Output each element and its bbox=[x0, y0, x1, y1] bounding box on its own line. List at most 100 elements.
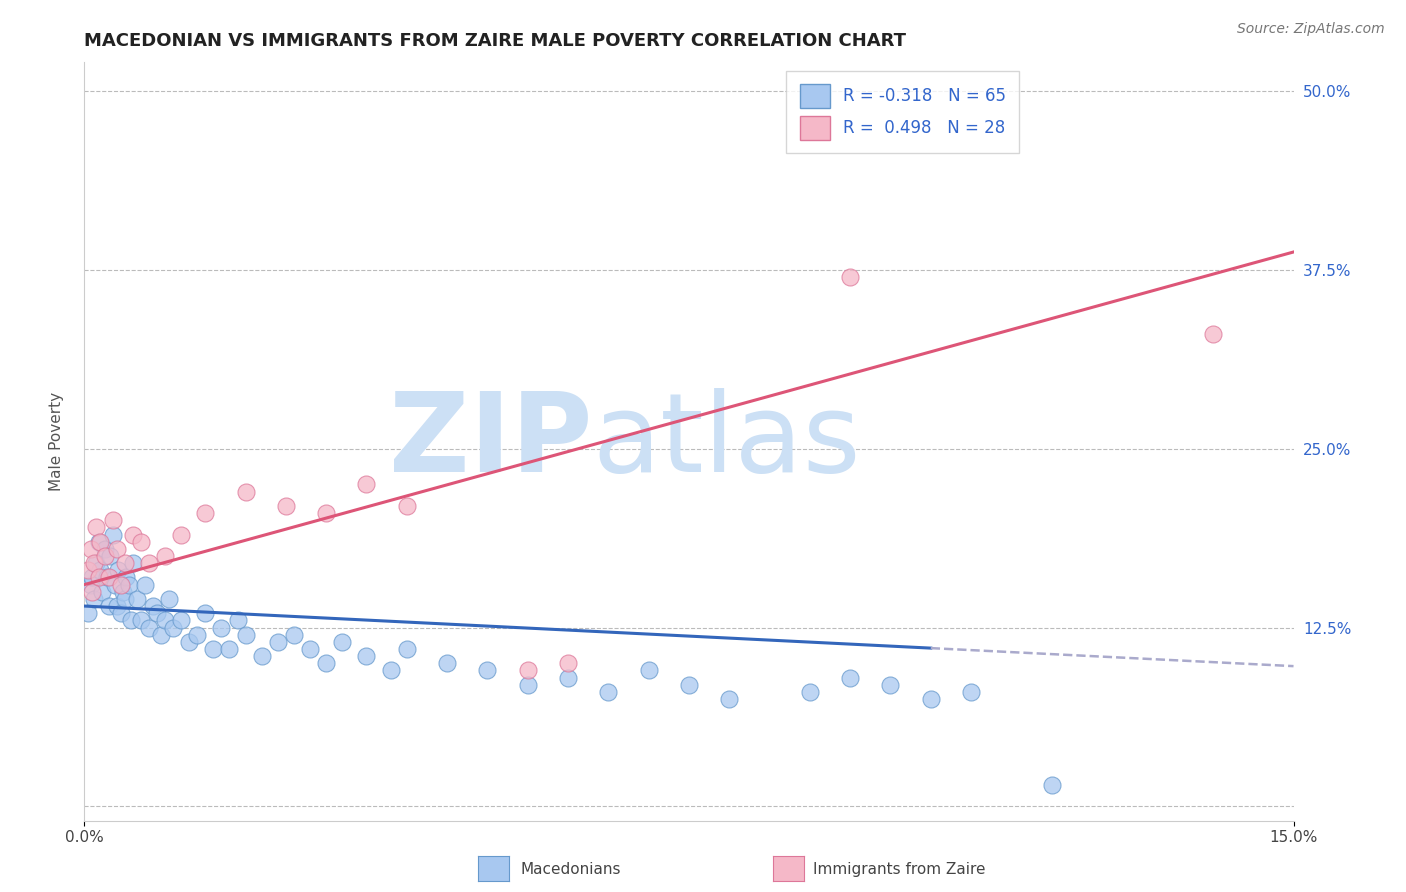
Point bbox=[637, 664, 659, 678]
Point bbox=[105, 541, 128, 556]
Point bbox=[799, 685, 821, 699]
Point bbox=[267, 635, 290, 649]
Point bbox=[93, 541, 115, 556]
Point bbox=[98, 549, 121, 563]
Point bbox=[598, 685, 620, 699]
Text: Source: ZipAtlas.com: Source: ZipAtlas.com bbox=[1237, 22, 1385, 37]
Point bbox=[194, 506, 217, 520]
Point bbox=[118, 577, 141, 591]
Point bbox=[87, 570, 110, 584]
Point bbox=[194, 606, 217, 620]
Point bbox=[87, 534, 110, 549]
Point bbox=[226, 613, 249, 627]
Point bbox=[960, 685, 983, 699]
Point bbox=[134, 577, 156, 591]
Point bbox=[82, 584, 104, 599]
Point bbox=[678, 678, 700, 692]
Point bbox=[235, 484, 257, 499]
Legend: R = -0.318   N = 65, R =  0.498   N = 28: R = -0.318 N = 65, R = 0.498 N = 28 bbox=[786, 70, 1019, 153]
Point bbox=[274, 499, 297, 513]
Point bbox=[105, 599, 128, 613]
Point bbox=[114, 591, 136, 606]
Point bbox=[83, 591, 105, 606]
Point bbox=[718, 692, 741, 706]
Point bbox=[101, 527, 124, 541]
Point bbox=[138, 620, 160, 634]
Point bbox=[83, 556, 105, 570]
Text: Immigrants from Zaire: Immigrants from Zaire bbox=[813, 863, 986, 877]
Point bbox=[170, 613, 193, 627]
Y-axis label: Male Poverty: Male Poverty bbox=[49, 392, 63, 491]
Point bbox=[235, 628, 257, 642]
Point bbox=[283, 628, 305, 642]
Point bbox=[162, 620, 184, 634]
Point bbox=[202, 642, 225, 657]
Point bbox=[395, 642, 418, 657]
Point bbox=[839, 671, 862, 685]
Text: MACEDONIAN VS IMMIGRANTS FROM ZAIRE MALE POVERTY CORRELATION CHART: MACEDONIAN VS IMMIGRANTS FROM ZAIRE MALE… bbox=[84, 32, 907, 50]
Point bbox=[142, 599, 165, 613]
Text: ZIP: ZIP bbox=[389, 388, 592, 495]
Point bbox=[315, 657, 337, 671]
Point bbox=[330, 635, 353, 649]
Point bbox=[120, 613, 142, 627]
Point bbox=[89, 563, 111, 577]
Text: Macedonians: Macedonians bbox=[520, 863, 620, 877]
Point bbox=[149, 628, 172, 642]
Point bbox=[107, 563, 129, 577]
Point bbox=[153, 613, 176, 627]
Point bbox=[516, 664, 538, 678]
Text: atlas: atlas bbox=[592, 388, 860, 495]
Point bbox=[121, 556, 143, 570]
Point bbox=[97, 570, 120, 584]
Point bbox=[1202, 327, 1225, 342]
Point bbox=[121, 527, 143, 541]
Point bbox=[86, 556, 108, 570]
Point bbox=[516, 678, 538, 692]
Point bbox=[395, 499, 418, 513]
Point bbox=[436, 657, 458, 671]
Point bbox=[356, 477, 378, 491]
Point bbox=[77, 563, 100, 577]
Point bbox=[209, 620, 232, 634]
Point bbox=[170, 527, 193, 541]
Point bbox=[96, 570, 118, 584]
Point bbox=[82, 570, 104, 584]
Point bbox=[920, 692, 942, 706]
Point bbox=[477, 664, 499, 678]
Point bbox=[112, 584, 135, 599]
Point bbox=[218, 642, 240, 657]
Point bbox=[557, 671, 579, 685]
Point bbox=[879, 678, 901, 692]
Point bbox=[557, 657, 579, 671]
Point bbox=[250, 649, 273, 664]
Point bbox=[89, 534, 111, 549]
Point bbox=[93, 549, 115, 563]
Point bbox=[138, 556, 160, 570]
Point bbox=[129, 613, 152, 627]
Point bbox=[125, 591, 148, 606]
Point bbox=[153, 549, 176, 563]
Point bbox=[114, 556, 136, 570]
Point bbox=[77, 606, 100, 620]
Point bbox=[157, 591, 180, 606]
Point bbox=[104, 577, 127, 591]
Point bbox=[186, 628, 208, 642]
Point bbox=[86, 520, 108, 534]
Point bbox=[356, 649, 378, 664]
Point bbox=[1040, 778, 1063, 792]
Point bbox=[80, 577, 103, 591]
Point bbox=[129, 534, 152, 549]
Point bbox=[101, 513, 124, 527]
Point bbox=[91, 584, 114, 599]
Point bbox=[315, 506, 337, 520]
Point bbox=[110, 606, 132, 620]
Point bbox=[110, 577, 132, 591]
Point bbox=[146, 606, 169, 620]
Point bbox=[179, 635, 201, 649]
Point bbox=[80, 541, 103, 556]
Point bbox=[97, 599, 120, 613]
Point bbox=[380, 664, 402, 678]
Point bbox=[299, 642, 322, 657]
Point bbox=[839, 270, 862, 285]
